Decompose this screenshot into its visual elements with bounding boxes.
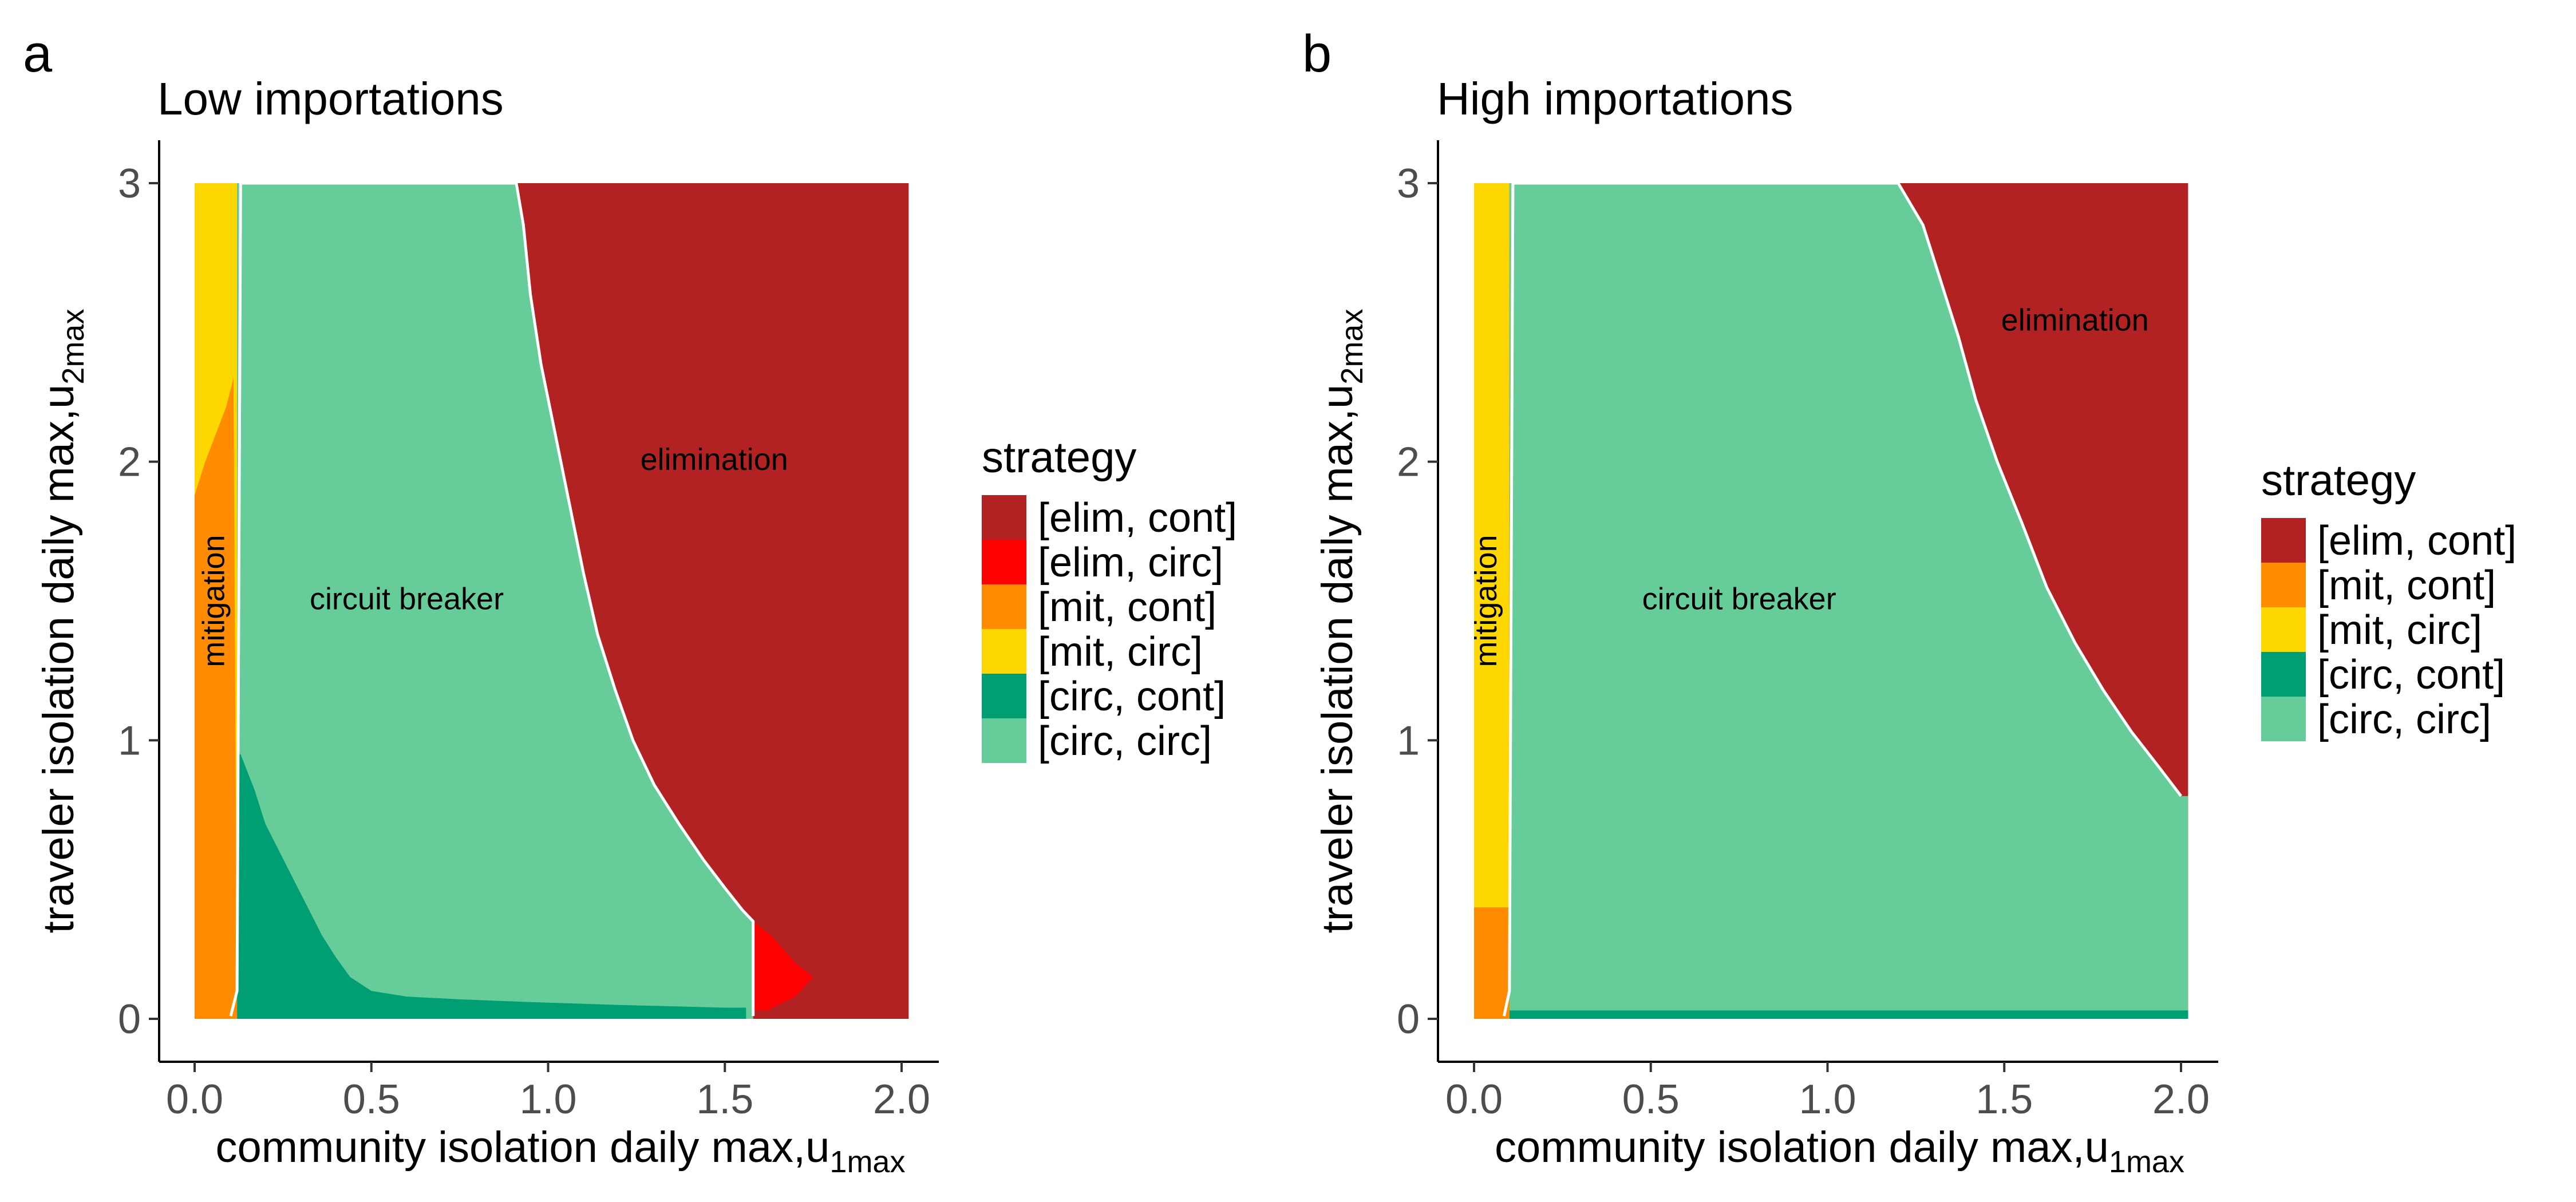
legend-swatch bbox=[982, 495, 1026, 540]
legend-swatch bbox=[2261, 607, 2306, 652]
region-boundary bbox=[229, 181, 755, 1017]
region-circ-circ bbox=[237, 183, 753, 1019]
legend-entry: [mit, cont] bbox=[1038, 584, 1216, 630]
legend-entry: [mit, circ] bbox=[2317, 607, 2482, 653]
region-label: circuit breaker bbox=[1642, 582, 1836, 616]
x-tick-label: 0.0 bbox=[166, 1077, 223, 1122]
x-tick-label: 1.5 bbox=[696, 1077, 753, 1122]
y-tick-label: 1 bbox=[118, 718, 141, 764]
legend-title: strategy bbox=[2261, 456, 2416, 505]
region-mit-cont bbox=[195, 378, 238, 1019]
legend-swatch bbox=[2261, 697, 2306, 741]
y-tick-label: 3 bbox=[118, 161, 141, 207]
y-tick-label: 0 bbox=[1397, 997, 1420, 1042]
plot-area: mitigation circuit breaker elimination bbox=[1469, 181, 2188, 1019]
legend-swatch bbox=[982, 629, 1026, 674]
region-circ-circ bbox=[1509, 183, 2188, 1019]
region-boundary bbox=[1503, 181, 2182, 1017]
legend-swatch bbox=[2261, 563, 2306, 607]
x-tick-label: 1.0 bbox=[519, 1077, 576, 1122]
region-label: mitigation bbox=[196, 535, 231, 667]
chart-title: High importations bbox=[1437, 73, 1793, 124]
legend-entry: [mit, circ] bbox=[1038, 629, 1203, 675]
region-mit-circ bbox=[1474, 183, 1510, 1019]
x-tick-label: 0.5 bbox=[1622, 1077, 1680, 1122]
region-label: circuit breaker bbox=[310, 582, 504, 616]
y-tick-label: 2 bbox=[118, 440, 141, 485]
region-label: mitigation bbox=[1469, 535, 1503, 667]
panel-letter: b bbox=[1302, 25, 1332, 83]
legend-entry: [elim, cont] bbox=[2317, 518, 2516, 564]
legend-entry: [circ, circ] bbox=[2317, 697, 2491, 742]
region-label: elimination bbox=[641, 442, 788, 477]
panel-a: a Low importations mitigation circuit bre… bbox=[23, 25, 1237, 1179]
legend-swatch bbox=[982, 718, 1026, 763]
x-axis-label: community isolation daily max,u1max bbox=[216, 1123, 906, 1179]
axes: 0.0 0.5 1.0 1.5 2.0 0 1 2 3 community isolation d… bbox=[34, 140, 939, 1179]
panel-b: b High importations mitigation circuit br… bbox=[1302, 25, 2516, 1179]
legend-swatch bbox=[982, 584, 1026, 629]
legend-entry: [elim, circ] bbox=[1038, 540, 1223, 586]
legend-entry: [circ, circ] bbox=[1038, 718, 1212, 764]
region-circ-cont bbox=[237, 754, 746, 1019]
x-axis-label: community isolation daily max,u1max bbox=[1495, 1123, 2184, 1179]
legend-title: strategy bbox=[982, 433, 1136, 482]
y-tick-label: 0 bbox=[118, 997, 141, 1042]
legend-entry: [circ, cont] bbox=[2317, 652, 2505, 698]
x-tick-label: 1.0 bbox=[1799, 1077, 1856, 1122]
legend-swatch bbox=[982, 540, 1026, 584]
legend-swatch bbox=[982, 674, 1026, 718]
chart-title: Low importations bbox=[157, 73, 504, 124]
x-tick-label: 0.0 bbox=[1445, 1077, 1503, 1122]
legend-entry: [circ, cont] bbox=[1038, 674, 1226, 719]
region-elim-circ bbox=[753, 921, 813, 1011]
x-tick-label: 2.0 bbox=[873, 1077, 930, 1122]
legend-swatch bbox=[2261, 652, 2306, 697]
region-circ-cont bbox=[1509, 1010, 2188, 1019]
legend-entry: [elim, cont] bbox=[1038, 495, 1237, 541]
region-mit-cont bbox=[1474, 907, 1510, 1019]
y-tick-label: 2 bbox=[1397, 440, 1420, 485]
legend: strategy [elim, cont][elim, circ][mit, co… bbox=[982, 433, 1237, 764]
y-axis-label: traveler isolation daily max,u2max bbox=[34, 309, 90, 934]
y-tick-label: 3 bbox=[1397, 161, 1420, 207]
axes: 0.0 0.5 1.0 1.5 2.0 0 1 2 3 community isolation d… bbox=[1313, 140, 2218, 1179]
y-tick-label: 1 bbox=[1397, 718, 1420, 764]
y-axis-label: traveler isolation daily max,u2max bbox=[1313, 309, 1369, 934]
legend: strategy [elim, cont][mit, cont][mit, cir… bbox=[2261, 456, 2516, 742]
x-tick-label: 2.0 bbox=[2152, 1077, 2210, 1122]
plot-area: mitigation circuit breaker elimination bbox=[195, 181, 909, 1019]
legend-entry: [mit, cont] bbox=[2317, 563, 2496, 608]
legend-swatch bbox=[2261, 518, 2306, 563]
x-tick-label: 1.5 bbox=[1976, 1077, 2033, 1122]
region-label: elimination bbox=[2001, 303, 2149, 338]
x-tick-label: 0.5 bbox=[343, 1077, 400, 1122]
panel-letter: a bbox=[23, 25, 53, 83]
